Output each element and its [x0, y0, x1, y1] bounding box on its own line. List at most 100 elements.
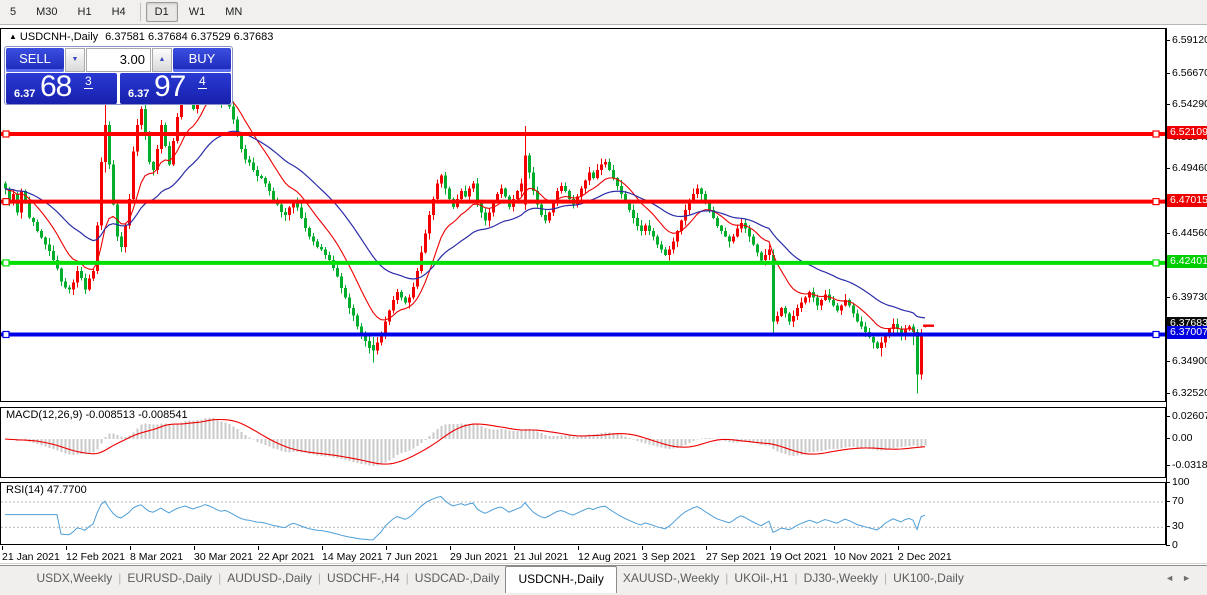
chart-title: ▲ USDCNH-,Daily 6.37581 6.37684 6.37529 6.…: [9, 31, 273, 43]
date-axis-tick: [2, 546, 3, 550]
rsi-axis-label: 70: [1172, 495, 1184, 507]
macd-chart[interactable]: [1, 408, 1165, 477]
rsi-axis-tick: [1166, 545, 1170, 546]
sell-price-prefix: 6.37: [14, 88, 36, 100]
tick-direction-up-icon: ▲: [9, 32, 17, 41]
chart-tab-bar: USDX,Weekly | EURUSD-,Daily | AUDUSD-,Daily |…: [0, 565, 1207, 595]
price-axis-label: 6.56670: [1172, 67, 1207, 79]
price-axis-label: 6.44560: [1172, 227, 1207, 239]
date-axis-label: 21 Jan 2021: [2, 551, 60, 563]
price-axis-border: [1166, 28, 1167, 546]
rsi-axis-label: 100: [1172, 476, 1190, 488]
price-axis-tick: [1166, 40, 1170, 41]
chart-tab-audusd-daily[interactable]: AUDUSD-,Daily: [227, 571, 312, 585]
timeframe-button-mn[interactable]: MN: [225, 6, 243, 18]
price-axis-label: 6.49460: [1172, 162, 1207, 174]
price-axis-tick: [1166, 233, 1170, 234]
chart-tab-usdx-weekly[interactable]: USDX,Weekly: [36, 571, 113, 585]
buy-price-display[interactable]: 6.37 97 4: [120, 70, 231, 104]
tab-separator: |: [884, 571, 888, 585]
buy-price-prefix: 6.37: [128, 88, 150, 100]
price-axis-label: 6.54290: [1172, 98, 1207, 110]
macd-axis-tick: [1166, 438, 1170, 439]
price-axis-tick: [1166, 297, 1170, 298]
timeframe-button-w1[interactable]: W1: [188, 6, 206, 18]
volume-input[interactable]: 3.00: [86, 48, 151, 72]
rsi-axis-label: 30: [1172, 520, 1184, 532]
chart-tab-ukoil-h1[interactable]: UKOil-,H1: [734, 571, 789, 585]
volume-increase-button[interactable]: ▲: [152, 48, 172, 72]
buy-button[interactable]: BUY: [173, 48, 231, 72]
date-axis-label: 7 Jun 2021: [386, 551, 438, 563]
chart-ohlc-values: 6.37581 6.37684 6.37529 6.37683: [105, 31, 274, 43]
date-axis-label: 30 Mar 2021: [194, 551, 253, 563]
chart-tab-dj30-weekly[interactable]: DJ30-,Weekly: [803, 571, 879, 585]
timeframe-button-m30[interactable]: M30: [36, 6, 58, 18]
rsi-axis-label: 0: [1172, 539, 1178, 551]
macd-axis-label: -0.03187: [1172, 459, 1207, 471]
chart-tab-usdcad-daily[interactable]: USDCAD-,Daily: [414, 571, 500, 585]
tab-separator: |: [794, 571, 798, 585]
date-axis-tick: [642, 546, 643, 550]
price-axis-tick: [1166, 104, 1170, 105]
date-axis-tick: [514, 546, 515, 550]
rsi-indicator-pane[interactable]: [0, 482, 1166, 545]
tab-scroll-arrows: ◄►: [1165, 573, 1199, 583]
date-axis-tick: [450, 546, 451, 550]
sell-price-display[interactable]: 6.37 68 3: [6, 70, 117, 104]
date-axis-tick: [578, 546, 579, 550]
price-axis-tick: [1166, 393, 1170, 394]
price-level-badge: 6.37007: [1167, 326, 1207, 339]
volume-decrease-button[interactable]: ▼: [65, 48, 85, 72]
price-axis-label: 6.34900: [1172, 355, 1207, 367]
rsi-label: RSI(14) 47.7700: [6, 484, 87, 496]
rsi-chart[interactable]: [1, 483, 1165, 544]
rsi-axis-tick: [1166, 501, 1170, 502]
chart-tab-usdcnh-daily[interactable]: USDCNH-,Daily: [505, 566, 617, 593]
chevron-up-icon: ▲: [158, 56, 166, 63]
price-level-badge: 6.42401: [1167, 255, 1207, 268]
one-click-trading-panel: SELL ▼ 3.00 ▲ BUY 6.37 68 3 6.37 97 4: [4, 46, 233, 105]
statusbar-divider: [0, 563, 1207, 564]
macd-indicator-pane[interactable]: [0, 407, 1166, 478]
price-axis-label: 6.39730: [1172, 291, 1207, 303]
sell-price-big-digits: 68: [40, 70, 72, 103]
macd-axis-label: 0.00: [1172, 432, 1193, 444]
tab-scroll-right-icon[interactable]: ►: [1182, 573, 1199, 583]
timeframe-button-h1[interactable]: H1: [77, 6, 92, 18]
timeframe-button-5[interactable]: 5: [10, 6, 17, 18]
tab-separator: |: [405, 571, 409, 585]
sell-button[interactable]: SELL: [6, 48, 64, 72]
rsi-axis-tick: [1166, 482, 1170, 483]
price-axis-tick: [1166, 168, 1170, 169]
timeframe-button-h4[interactable]: H4: [111, 6, 126, 18]
chart-tab-usdchf-h4[interactable]: USDCHF-,H4: [327, 571, 400, 585]
date-axis-tick: [194, 546, 195, 550]
date-axis-tick: [130, 546, 131, 550]
toolbar-separator: [139, 3, 141, 21]
tab-separator: |: [317, 571, 321, 585]
date-axis-label: 12 Aug 2021: [578, 551, 637, 563]
date-axis-tick: [898, 546, 899, 550]
timeframe-button-d1[interactable]: D1: [145, 2, 178, 22]
date-axis-tick: [706, 546, 707, 550]
date-axis-label: 14 May 2021: [322, 551, 383, 563]
tab-separator: |: [218, 571, 222, 585]
tab-scroll-left-icon[interactable]: ◄: [1165, 573, 1183, 583]
chart-tab-xauusd-weekly[interactable]: XAUUSD-,Weekly: [622, 571, 720, 585]
chart-tab-eurusd-daily[interactable]: EURUSD-,Daily: [127, 571, 213, 585]
price-axis-label: 6.59120: [1172, 34, 1207, 46]
chart-tab-uk100-daily[interactable]: UK100-,Daily: [893, 571, 964, 585]
price-level-badge: 6.47015: [1167, 194, 1207, 207]
buy-price-big-digits: 97: [154, 70, 186, 103]
price-level-badge: 6.52109: [1167, 126, 1207, 139]
date-axis-tick: [322, 546, 323, 550]
chart-symbol-period: USDCNH-,Daily: [19, 31, 99, 43]
date-axis-label: 21 Jul 2021: [514, 551, 569, 563]
date-axis-label: 29 Jun 2021: [450, 551, 508, 563]
date-axis-label: 22 Apr 2021: [258, 551, 315, 563]
date-axis-tick: [66, 546, 67, 550]
candlestick-chart[interactable]: [1, 29, 1165, 401]
date-axis-label: 3 Sep 2021: [642, 551, 696, 563]
